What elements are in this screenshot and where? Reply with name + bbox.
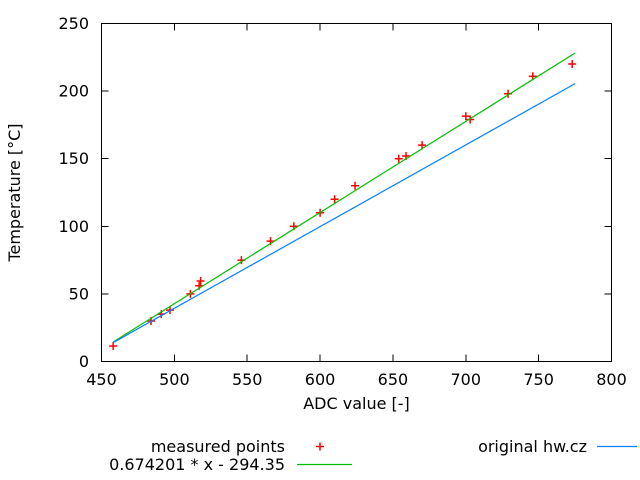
plot-border xyxy=(101,23,612,362)
measured-point-marker xyxy=(109,341,118,350)
y-axis-title: Temperature [°C] xyxy=(5,123,24,262)
tick-label-layer: 450 500 550 600 650 700 750 800 0 50 100 150 200 250 xyxy=(58,14,626,389)
measured-point-marker xyxy=(196,277,205,286)
y-tick-label: 0 xyxy=(79,352,89,371)
measured-point-marker xyxy=(351,181,360,190)
measured-point-marker xyxy=(418,141,427,150)
y-tick-label: 250 xyxy=(58,14,89,33)
measured-point-marker xyxy=(330,195,339,204)
x-tick-label: 500 xyxy=(159,370,190,389)
y-tick-label: 50 xyxy=(69,284,89,303)
x-tick-label: 450 xyxy=(86,370,117,389)
legend-label-original-hwcz: original hw.cz xyxy=(478,437,587,456)
y-tick-label: 200 xyxy=(58,82,89,101)
legend-label-fit-formula: 0.674201 * x - 294.35 xyxy=(109,455,285,474)
y-tick-label: 100 xyxy=(58,217,89,236)
legend-label-measured-points: measured points xyxy=(151,437,285,456)
data-series-layer xyxy=(109,52,577,350)
axes-layer xyxy=(101,23,612,362)
original-hwcz-line xyxy=(112,83,576,344)
measured-point-marker xyxy=(461,112,470,121)
x-tick-label: 750 xyxy=(523,370,554,389)
measured-point-marker xyxy=(394,154,403,163)
x-tick-label: 700 xyxy=(451,370,482,389)
x-axis-title: ADC value [-] xyxy=(303,394,410,413)
legend-sample-layer xyxy=(297,442,637,466)
legend-measured-points-sample xyxy=(316,442,324,451)
measured-point-marker xyxy=(466,115,475,124)
fit-line xyxy=(112,52,576,343)
x-tick-label: 550 xyxy=(232,370,263,389)
x-tick-label: 600 xyxy=(305,370,336,389)
x-tick-label: 650 xyxy=(378,370,409,389)
y-tick-label: 150 xyxy=(58,149,89,168)
x-tick-label: 800 xyxy=(596,370,627,389)
measured-point-marker xyxy=(568,60,577,69)
